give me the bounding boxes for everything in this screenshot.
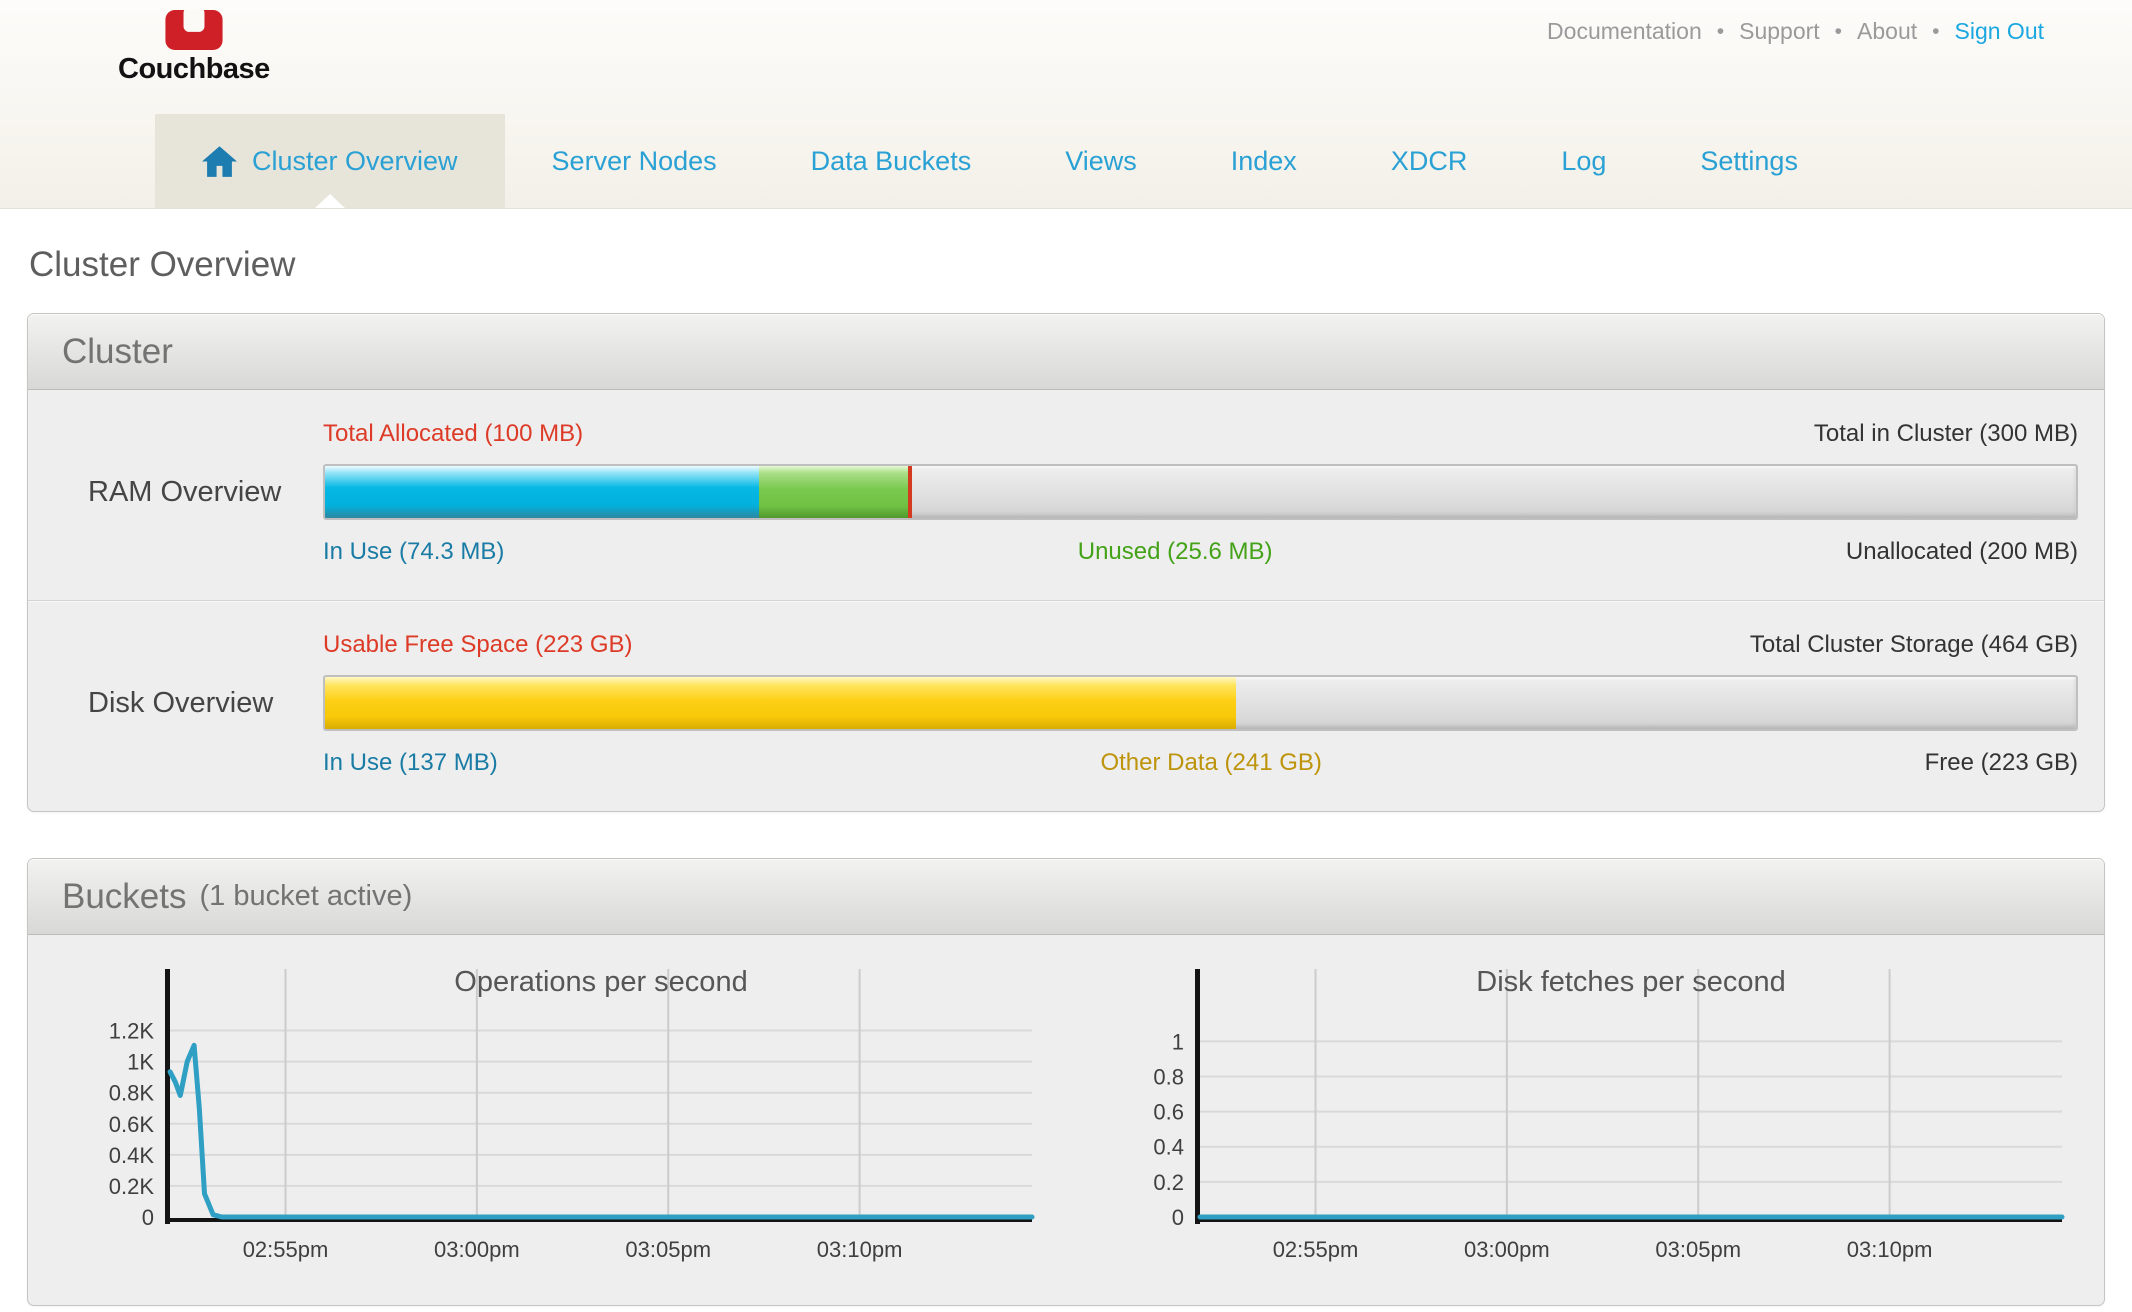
ram-in-use-segment xyxy=(325,466,760,518)
disk-in-use-label: In Use (137 MB) xyxy=(323,749,498,776)
link-separator-dot: • xyxy=(1834,19,1843,43)
couchbase-logo: Couchbase xyxy=(118,10,270,86)
main-content: Cluster Overview Cluster RAM Overview To… xyxy=(0,245,2132,1306)
buckets-panel-subtitle: (1 bucket active) xyxy=(199,880,413,912)
svg-text:03:00pm: 03:00pm xyxy=(434,1237,520,1262)
svg-text:0.6K: 0.6K xyxy=(109,1112,155,1137)
ram-unallocated-label: Unallocated (200 MB) xyxy=(1845,538,2078,565)
buckets-panel-body: 0 0.2K 0.4K 0.6K 0.8K 1K 1.2K 02:55pm 03:00pm 03:… xyxy=(28,935,2104,1305)
nav-tab-settings[interactable]: Settings xyxy=(1653,114,1845,208)
ram-unused-segment xyxy=(759,466,909,518)
disk-fetches-chart: 0 0.2 0.4 0.6 0.8 1 02:55pm 03:00pm 03:05pm 03:10… xyxy=(1082,965,2072,1265)
svg-text:02:55pm: 02:55pm xyxy=(243,1237,329,1262)
ram-total-in-cluster-label: Total in Cluster (300 MB) xyxy=(1813,420,2078,447)
page-title: Cluster Overview xyxy=(29,245,296,284)
disk-used-segment xyxy=(325,677,1236,729)
cluster-panel-title: Cluster xyxy=(62,331,173,371)
cluster-panel-header: Cluster xyxy=(28,314,2104,390)
header-link-support[interactable]: Support xyxy=(1739,18,1820,44)
svg-text:Operations per second: Operations per second xyxy=(454,966,747,998)
disk-usage-bar xyxy=(323,675,2078,731)
disk-overview-row: Disk Overview Usable Free Space (223 GB)… xyxy=(28,600,2104,811)
svg-text:0.8: 0.8 xyxy=(1153,1064,1184,1089)
ram-usage-bar xyxy=(323,464,2078,520)
nav-tab-cluster-overview[interactable]: Cluster Overview xyxy=(155,114,505,208)
disk-bottom-labels: In Use (137 MB) Other Data (241 GB) Free… xyxy=(323,749,2078,777)
disk-bar-block: Usable Free Space (223 GB) Total Cluster… xyxy=(323,629,2078,777)
app-header: Couchbase Documentation • Support • About • Si… xyxy=(0,0,2132,114)
disk-other-data-label: Other Data (241 GB) xyxy=(1100,749,1322,776)
nav-tab-index[interactable]: Index xyxy=(1184,114,1344,208)
disk-total-storage-label: Total Cluster Storage (464 GB) xyxy=(1749,631,2078,658)
svg-text:02:55pm: 02:55pm xyxy=(1273,1237,1359,1262)
disk-overview-label: Disk Overview xyxy=(88,686,274,719)
operations-per-second-svg: 0 0.2K 0.4K 0.6K 0.8K 1K 1.2K 02:55pm 03:00pm 03:… xyxy=(109,966,1035,1262)
buckets-panel-title: Buckets xyxy=(62,876,187,916)
cluster-panel-body: RAM Overview Total Allocated (100 MB) To… xyxy=(28,390,2104,811)
ram-allocated-marker xyxy=(908,466,913,518)
svg-text:03:05pm: 03:05pm xyxy=(1655,1237,1741,1262)
ram-bottom-labels: In Use (74.3 MB) Unused (25.6 MB) Unallo… xyxy=(323,538,2078,566)
operations-chart: 0 0.2K 0.4K 0.6K 0.8K 1K 1.2K 02:55pm 03:00pm 03:… xyxy=(52,965,1042,1265)
nav-tab-label: Log xyxy=(1561,145,1607,176)
svg-text:0.8K: 0.8K xyxy=(109,1081,155,1106)
ram-overview-label: RAM Overview xyxy=(88,475,282,508)
svg-text:0: 0 xyxy=(142,1205,154,1230)
nav-tab-xdcr[interactable]: XDCR xyxy=(1344,114,1515,208)
svg-text:0.2K: 0.2K xyxy=(109,1174,155,1199)
svg-text:03:10pm: 03:10pm xyxy=(817,1237,903,1262)
disk-fetches-per-second-svg: 0 0.2 0.4 0.6 0.8 1 02:55pm 03:00pm 03:05pm 03:10… xyxy=(1153,966,2065,1262)
nav-tab-views[interactable]: Views xyxy=(1018,114,1184,208)
svg-text:Disk fetches per second: Disk fetches per second xyxy=(1476,966,1785,998)
svg-text:0.4: 0.4 xyxy=(1153,1135,1184,1160)
nav-tab-label: Cluster Overview xyxy=(252,145,458,176)
header-link-sign-out[interactable]: Sign Out xyxy=(1954,18,2045,44)
nav-tab-label: XDCR xyxy=(1390,145,1468,176)
couchbase-logo-icon xyxy=(165,10,223,50)
disk-top-labels: Usable Free Space (223 GB) Total Cluster… xyxy=(323,631,2078,659)
svg-text:1.2K: 1.2K xyxy=(109,1019,155,1044)
ram-in-use-label: In Use (74.3 MB) xyxy=(323,538,505,565)
nav-tab-label: Server Nodes xyxy=(551,145,717,176)
nav-tab-label: Data Buckets xyxy=(810,145,972,176)
ram-unused-label: Unused (25.6 MB) xyxy=(1077,538,1273,565)
disk-free-label: Free (223 GB) xyxy=(1924,749,2078,776)
svg-text:0.2: 0.2 xyxy=(1153,1170,1184,1195)
nav-tab-label: Views xyxy=(1065,145,1137,176)
ram-top-labels: Total Allocated (100 MB) Total in Cluste… xyxy=(323,420,2078,448)
svg-text:03:10pm: 03:10pm xyxy=(1847,1237,1933,1262)
cluster-panel: Cluster RAM Overview Total Allocated (10… xyxy=(27,313,2105,812)
svg-text:0.4K: 0.4K xyxy=(109,1143,155,1168)
svg-text:0: 0 xyxy=(1172,1205,1184,1230)
nav-tab-log[interactable]: Log xyxy=(1514,114,1653,208)
svg-text:1: 1 xyxy=(1172,1029,1184,1054)
couchbase-wordmark: Couchbase xyxy=(118,53,270,85)
header-link-about[interactable]: About xyxy=(1857,18,1918,44)
svg-text:0.6: 0.6 xyxy=(1153,1100,1184,1125)
nav-tab-label: Settings xyxy=(1700,145,1798,176)
buckets-panel-header: Buckets (1 bucket active) xyxy=(28,859,2104,935)
svg-text:1K: 1K xyxy=(127,1050,154,1075)
header-links: Documentation • Support • About • Sign Out xyxy=(1547,18,2044,45)
ram-overview-row: RAM Overview Total Allocated (100 MB) To… xyxy=(28,390,2104,600)
ram-total-allocated-label: Total Allocated (100 MB) xyxy=(323,420,584,447)
home-icon xyxy=(202,145,237,177)
link-separator-dot: • xyxy=(1716,19,1725,43)
buckets-panel: Buckets (1 bucket active) 0 0.2K 0.4K 0.6K 0… xyxy=(27,858,2105,1306)
ram-bar-block: Total Allocated (100 MB) Total in Cluste… xyxy=(323,418,2078,566)
header-link-documentation[interactable]: Documentation xyxy=(1547,18,1702,44)
svg-text:03:05pm: 03:05pm xyxy=(625,1237,711,1262)
svg-text:03:00pm: 03:00pm xyxy=(1464,1237,1550,1262)
nav-tab-data-buckets[interactable]: Data Buckets xyxy=(764,114,1019,208)
nav-tab-label: Index xyxy=(1230,145,1297,176)
primary-nav: Cluster Overview Server Nodes Data Buckets… xyxy=(0,114,2132,209)
nav-tab-server-nodes[interactable]: Server Nodes xyxy=(505,114,764,208)
disk-usable-free-label: Usable Free Space (223 GB) xyxy=(323,631,633,658)
link-separator-dot: • xyxy=(1932,19,1940,43)
